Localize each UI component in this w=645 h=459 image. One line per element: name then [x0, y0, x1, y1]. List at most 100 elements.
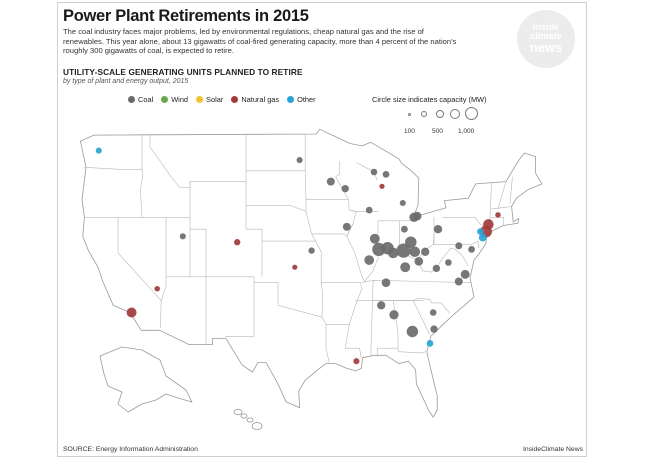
state-border-43 [497, 181, 507, 209]
state-border-42 [491, 206, 512, 210]
legend-label-other: Other [297, 95, 316, 104]
size-circle-100 [408, 113, 411, 116]
plant-marker-coal [429, 309, 437, 316]
plant-marker-natural-gas [234, 239, 241, 246]
plant-marker-natural-gas [292, 264, 298, 270]
state-border-30 [361, 279, 472, 283]
size-legend: 100 500 1,000 [398, 107, 488, 137]
plant-marker-other [426, 340, 434, 347]
legend-label-solar: Solar [206, 95, 224, 104]
size-label-1000: 1,000 [458, 128, 475, 135]
hawaii-island-2 [246, 417, 254, 423]
plant-markers [95, 147, 501, 365]
plant-marker-coal [414, 256, 424, 266]
size-circle-500 [436, 110, 444, 118]
legend-item-wind: Wind [161, 95, 188, 104]
state-border-6 [149, 134, 246, 188]
plant-marker-coal [445, 259, 452, 266]
state-border-4 [160, 217, 167, 301]
size-circle-300 [421, 111, 427, 117]
plant-marker-coal [370, 168, 378, 176]
size-circle-1000 [465, 107, 478, 120]
other-swatch [287, 96, 295, 103]
page-title: Power Plant Retirements in 2015 [63, 7, 309, 25]
state-border-11 [246, 205, 307, 212]
legend-item-coal: Coal [128, 95, 153, 104]
state-border-20 [346, 223, 365, 282]
state-border-1 [84, 167, 143, 170]
plant-marker-coal [326, 177, 335, 186]
size-circle-750 [450, 109, 460, 119]
state-border-44 [509, 176, 513, 205]
plant-marker-coal [341, 185, 349, 193]
legend-item-natural-gas: Natural gas [231, 95, 279, 104]
plant-marker-other [478, 233, 487, 242]
plant-type-legend: Coal Wind Solar Natural gas Other [128, 95, 316, 104]
legend-item-other: Other [287, 95, 316, 104]
plant-marker-natural-gas [379, 183, 385, 189]
wind-swatch [161, 96, 169, 103]
state-border-14 [225, 282, 255, 337]
plant-marker-coal [401, 225, 408, 233]
plant-marker-coal [433, 225, 443, 234]
legend-item-solar: Solar [196, 95, 223, 104]
state-border-29 [416, 247, 457, 273]
state-border-15 [304, 134, 349, 200]
plant-marker-coal [179, 233, 186, 240]
plant-marker-coal [382, 171, 390, 178]
plant-marker-other [477, 228, 484, 235]
plant-marker-coal [430, 325, 438, 333]
state-border-41 [490, 217, 504, 226]
map-subtitle: UTILITY-SCALE GENERATING UNITS PLANNED T… [63, 67, 303, 77]
plant-marker-coal [454, 277, 463, 286]
state-border-5 [189, 181, 207, 345]
us-outline [80, 128, 543, 418]
plant-marker-coal [405, 236, 417, 248]
coal-swatch [128, 96, 135, 103]
legend-label-wind: Wind [171, 95, 189, 104]
intro-text: The coal industry faces major problems, … [63, 27, 457, 56]
legend-label-coal: Coal [138, 95, 154, 104]
state-border-0 [140, 134, 144, 218]
us-basemap [80, 128, 543, 430]
plant-marker-coal [365, 206, 373, 214]
inside-climate-news-logo: inside climate news [517, 10, 575, 68]
hawaii-island-3 [251, 422, 263, 430]
plant-marker-coal [364, 255, 375, 265]
state-border-34 [370, 300, 373, 356]
plant-marker-coal [421, 247, 430, 256]
plant-marker-coal [389, 310, 399, 320]
plant-marker-coal [377, 301, 386, 310]
logo-line-3: news [529, 40, 563, 55]
state-border-9 [245, 134, 263, 277]
size-label-100: 100 [404, 128, 415, 135]
plant-marker-natural-gas [495, 212, 501, 218]
hawaii-island-0 [233, 408, 243, 416]
plant-marker-coal [468, 246, 475, 253]
plant-marker-coal [460, 269, 470, 279]
plant-marker-coal [396, 243, 411, 258]
plant-marker-other [95, 147, 102, 154]
logo-line-1: inside [532, 22, 559, 32]
size-label-500: 500 [432, 128, 443, 135]
plant-marker-natural-gas [126, 307, 137, 318]
legend-label-natural-gas: Natural gas [241, 95, 280, 104]
source-note: SOURCE: Energy Information Administratio… [63, 446, 198, 453]
alaska-inset [99, 346, 193, 413]
size-legend-title: Circle size indicates capacity (MW) [372, 95, 487, 104]
credit-note: InsideClimate News [522, 446, 583, 453]
natural-gas-swatch [231, 96, 239, 103]
solar-swatch [196, 96, 204, 103]
plant-marker-coal [406, 325, 419, 338]
logo-line-2: climate [530, 31, 562, 41]
plant-marker-coal [296, 157, 303, 164]
state-border-13 [253, 276, 323, 318]
plant-marker-coal [399, 199, 406, 207]
map-subnote: by type of plant and energy output, 2015 [63, 78, 189, 85]
plant-marker-coal [455, 242, 463, 250]
plant-marker-coal [400, 262, 411, 273]
state-border-36 [397, 348, 427, 354]
plant-marker-coal [387, 247, 399, 259]
state-border-39 [477, 241, 480, 249]
plant-marker-natural-gas [353, 358, 360, 365]
